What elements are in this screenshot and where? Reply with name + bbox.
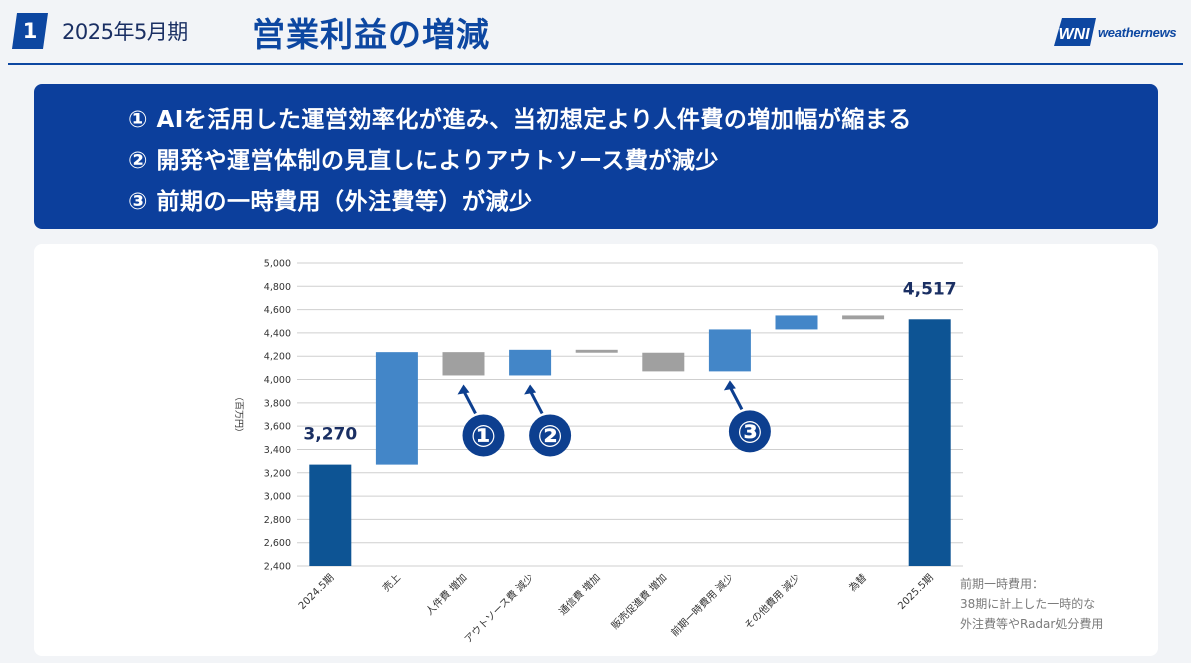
x-tick-label: 2025.5期: [896, 572, 936, 612]
marker-circle: [462, 414, 505, 457]
marker-label: ③: [737, 415, 762, 450]
section-number: 1: [22, 19, 38, 43]
marker-label: ①: [471, 419, 496, 454]
y-tick-label: 4,400: [264, 328, 291, 339]
footnote-line-3: 外注費等やRadar処分費用: [960, 617, 1104, 631]
bar-cost: [575, 349, 618, 353]
y-tick-label: 3,800: [264, 398, 291, 409]
y-tick-label: 2,400: [264, 562, 291, 573]
y-axis-label: （百万円）: [233, 392, 244, 437]
bar-increase: [509, 349, 552, 376]
bar-cost: [642, 352, 685, 372]
marker-circle: [529, 414, 572, 457]
x-tick-label: 前期一時費用 減少: [668, 571, 736, 639]
bar-total: [908, 319, 951, 566]
wni-logo-mark: WNI: [1054, 18, 1096, 46]
marker-circle: [728, 410, 771, 453]
marker-arrow-head: [723, 380, 736, 391]
footnote: 前期一時費用： 38期に計上した一時的な 外注費等やRadar処分費用: [960, 574, 1103, 634]
section-badge-shape: [12, 13, 48, 49]
y-tick-label: 3,600: [264, 422, 291, 433]
footnote-line-2: 38期に計上した一時的な: [960, 597, 1096, 611]
footnote-line-1: 前期一時費用：: [960, 577, 1045, 591]
x-tick-label: 為替: [846, 571, 869, 594]
bar-increase: [708, 329, 751, 372]
bar-increase: [775, 315, 818, 330]
summary-banner: ① AIを活用した運営効率化が進み、当初想定より人件費の増加幅が縮まる ② 開発…: [34, 84, 1158, 229]
bar-cost: [442, 352, 485, 376]
x-tick-label: その他費用 減少: [742, 571, 803, 632]
marker-arrow-head: [457, 384, 470, 395]
y-tick-label: 4,000: [264, 375, 291, 386]
logo-mark-text: WNI: [1058, 26, 1090, 43]
y-tick-label: 4,200: [264, 352, 291, 363]
y-tick-label: 3,400: [264, 445, 291, 456]
y-tick-label: 2,600: [264, 538, 291, 549]
slide-header: 1 2025年5月期 営業利益の増減 WNI weathernews: [0, 0, 1191, 65]
logo-wordmark: weathernews: [1098, 25, 1177, 40]
x-tick-label: 通信費 増加: [556, 571, 603, 618]
marker-arrow-line: [729, 387, 744, 411]
marker-arrow-head: [524, 384, 537, 395]
x-tick-label: 販売促進費 増加: [608, 571, 669, 632]
marker-label: ②: [537, 419, 562, 454]
x-tick-label: 売上: [380, 571, 403, 594]
fiscal-period: 2025年5月期: [62, 20, 188, 44]
summary-point-2: ② 開発や運営体制の見直しによりアウトソース費が減少: [128, 148, 719, 174]
x-tick-label: 人件費 増加: [423, 571, 470, 618]
y-tick-label: 3,000: [264, 492, 291, 503]
y-tick-label: 4,600: [264, 305, 291, 316]
marker-arrow-line: [529, 391, 544, 415]
weathernews-logo: WNI weathernews: [1054, 14, 1182, 50]
x-tick-label: 2024.5期: [296, 572, 336, 612]
y-tick-label: 3,200: [264, 468, 291, 479]
bar-increase: [375, 352, 418, 465]
summary-point-3: ③ 前期の一時費用（外注費等）が減少: [128, 189, 533, 215]
page-title: 営業利益の増減: [252, 15, 490, 54]
summary-point-1: ① AIを活用した運営効率化が進み、当初想定より人件費の増加幅が縮まる: [128, 107, 912, 133]
section-badge: 1: [12, 13, 48, 49]
chart-panel: [34, 244, 1158, 656]
bar-total: [309, 464, 352, 566]
x-tick-label: アウトソース費 減少: [461, 571, 536, 646]
header-divider: [8, 63, 1183, 65]
y-tick-label: 2,800: [264, 515, 291, 526]
marker-arrow-line: [463, 391, 477, 415]
data-label: 4,517: [903, 279, 957, 299]
data-label: 3,270: [303, 425, 357, 445]
bar-cost: [842, 315, 885, 320]
y-tick-label: 4,800: [264, 282, 291, 293]
y-tick-label: 5,000: [264, 259, 291, 270]
